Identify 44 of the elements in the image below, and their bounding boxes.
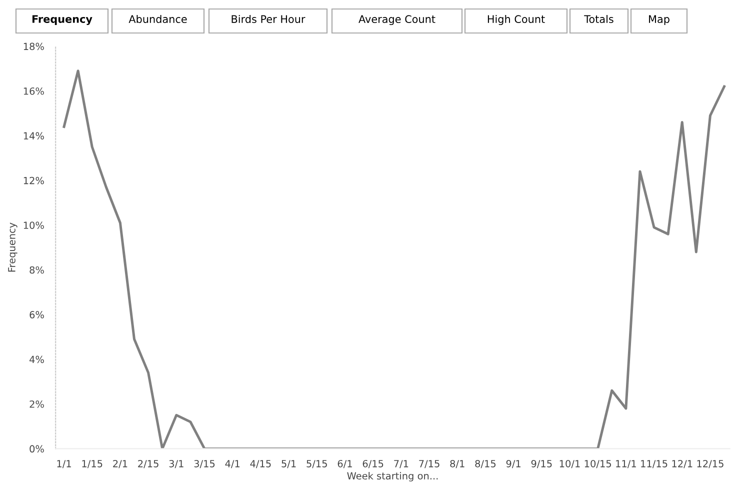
x-tick-label: 5/1 [282, 460, 296, 468]
y-tick-label: 16% [24, 87, 44, 95]
y-tick-label: 8% [30, 266, 44, 274]
x-tick-label: 10/1 [560, 460, 580, 468]
y-tick-label: 14% [24, 132, 44, 140]
x-tick-label: 8/1 [450, 460, 464, 468]
text: Frequency [32, 15, 92, 26]
x-tick-label: 1/15 [82, 460, 102, 468]
y-tick-label: 0% [30, 445, 44, 453]
text: Abundance [128, 14, 187, 24]
x-tick-label: 6/1 [338, 460, 352, 468]
x-tick-label: 1/1 [57, 460, 71, 468]
text: High Count [488, 14, 545, 26]
y-tick-label: 4% [30, 356, 44, 364]
x-tick-label: 8/15 [475, 460, 496, 468]
line-series [62, 70, 726, 449]
y-tick-label: 6% [30, 311, 44, 318]
text: Totals [584, 14, 614, 24]
y-axis-title: Frequency [8, 222, 18, 272]
y-tick-label: 2% [30, 400, 44, 408]
x-tick-label: 6/15 [362, 460, 384, 468]
x-tick-label: 4/15 [250, 460, 271, 468]
y-tick-label: 12% [24, 176, 44, 184]
x-tick-label: 10/15 [584, 460, 611, 468]
x-tick-label: 4/1 [225, 460, 240, 468]
x-axis-title: Week starting on... [347, 472, 438, 482]
x-tick-label: 5/15 [306, 460, 327, 468]
x-tick-label: 11/15 [641, 460, 668, 468]
x-tick-label: 2/1 [113, 460, 128, 468]
x-tick-label: 2/15 [138, 460, 158, 468]
x-tick-label: 3/15 [194, 460, 215, 468]
text: Average Count [358, 15, 436, 26]
x-tick-label: 12/1 [672, 460, 692, 468]
x-tick-label: 11/1 [616, 460, 636, 468]
text: Map [649, 15, 670, 26]
x-tick-label: 9/1 [506, 460, 520, 468]
x-tick-label: 9/15 [531, 460, 552, 468]
y-tick-label: 18% [24, 42, 44, 50]
x-tick-label: 7/1 [394, 460, 408, 468]
x-tick-label: 7/15 [419, 460, 440, 468]
x-tick-label: 3/1 [169, 460, 184, 468]
text: Birds Per Hour [232, 14, 306, 24]
x-tick-label: 12/15 [697, 460, 724, 468]
y-tick-label: 10% [24, 222, 44, 229]
